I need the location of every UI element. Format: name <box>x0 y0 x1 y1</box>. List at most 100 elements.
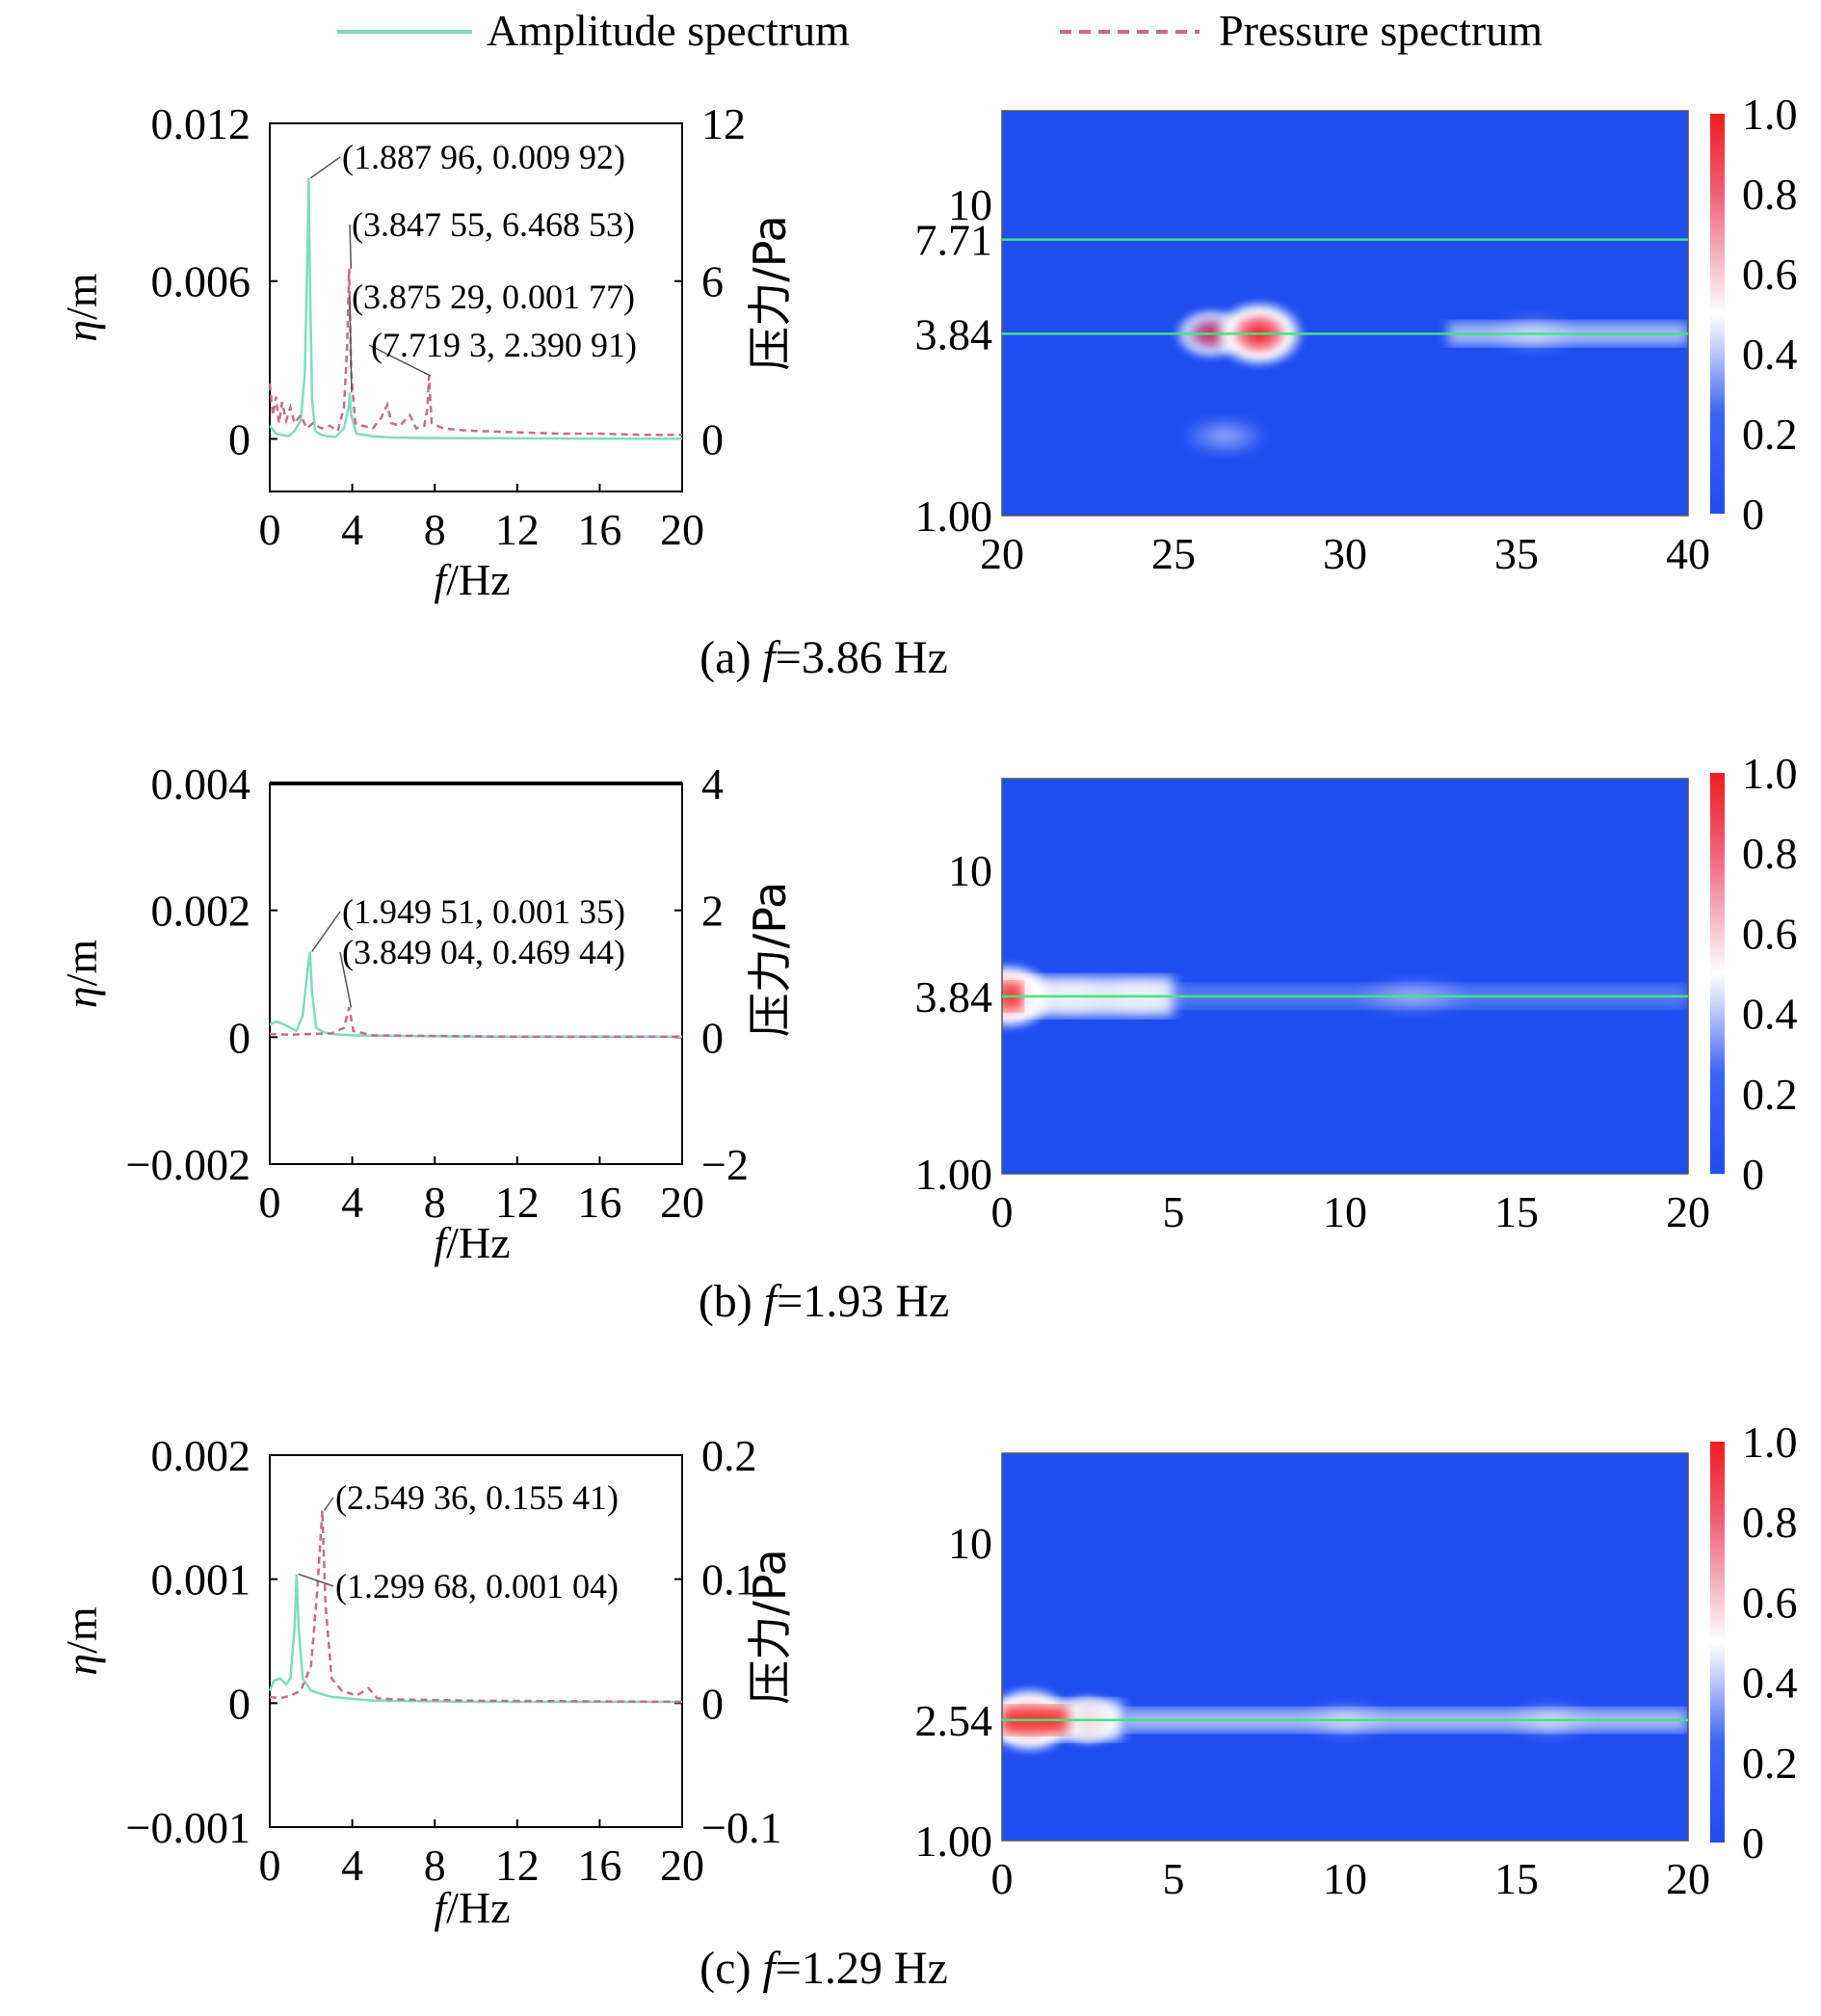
colorbar-tick-label: 0.2 <box>1742 1070 1798 1119</box>
pressure-series-line <box>268 268 682 437</box>
amplitude-series-line <box>268 1574 682 1704</box>
x-tick-label: 5 <box>1163 1187 1185 1236</box>
heatmap-b: 0 5 10 15 20 1.00 3.84 10 0 0.2 0.4 0.6 0.8 1.0 <box>915 749 1798 1236</box>
x-tick-label: 12 <box>495 1841 540 1890</box>
colorbar <box>1710 773 1725 1174</box>
colorbar-tick-label: 0 <box>1742 1818 1764 1868</box>
annotation-label: (1.949 51, 0.001 35) <box>342 892 625 931</box>
annotation-leader <box>339 951 353 1008</box>
y-tick-label-left: 0.012 <box>151 99 251 148</box>
y-tick-label-left: 0 <box>228 1679 251 1728</box>
pressure-series-line <box>269 1510 683 1704</box>
y-tick-label: 1.00 <box>915 1817 993 1866</box>
x-tick-label: 30 <box>1323 529 1367 578</box>
y-tick-label-left: 0.001 <box>151 1555 251 1605</box>
x-tick-label: 4 <box>341 1841 363 1890</box>
plot-frame <box>269 783 683 1165</box>
colorbar-tick-label: 1.0 <box>1742 1418 1798 1467</box>
y-axis-label-left: η/m <box>57 273 106 342</box>
x-tick-label: 10 <box>1323 1854 1367 1903</box>
annotation-label: (3.847 55, 6.468 53) <box>352 205 635 244</box>
y-tick-label: 10 <box>948 1519 992 1568</box>
annotation-label: (7.719 3, 2.390 91) <box>371 326 637 364</box>
x-tick-label: 20 <box>980 529 1024 578</box>
x-tick-label: 0 <box>259 505 281 554</box>
annotation-leader <box>349 296 353 393</box>
legend: Amplitude spectrum Pressure spectrum <box>337 6 1543 55</box>
y-tick-label-left: 0.006 <box>151 257 251 306</box>
x-tick-label: 4 <box>341 505 363 554</box>
colorbar-tick-label: 0.2 <box>1742 1738 1798 1788</box>
annotation-leader <box>298 1573 334 1587</box>
x-tick-label: 12 <box>495 1178 540 1227</box>
annotation-leader <box>323 1497 334 1511</box>
colorbar-tick-label: 0.8 <box>1742 1498 1798 1547</box>
annotation-label: (1.887 96, 0.009 92) <box>342 138 625 176</box>
colorbar-tick-label: 0.6 <box>1742 250 1798 299</box>
x-tick-label: 35 <box>1494 529 1539 578</box>
y-axis-label-right: 压力/Pa <box>744 1549 796 1704</box>
colorbar-tick-label: 0.4 <box>1742 1658 1798 1708</box>
y-tick-label: 10 <box>948 180 992 229</box>
colorbar <box>1710 1442 1725 1843</box>
x-tick-label: 8 <box>424 505 446 554</box>
colorbar-tick-label: 1.0 <box>1742 749 1798 798</box>
annotation-leader <box>349 224 353 269</box>
x-tick-label: 15 <box>1494 1187 1539 1236</box>
x-tick-label: 10 <box>1323 1187 1367 1236</box>
colorbar-tick-label: 0.4 <box>1742 990 1798 1039</box>
colorbar-tick-label: 0.6 <box>1742 1578 1798 1627</box>
y-tick-label-left: 0 <box>228 1013 251 1062</box>
y-tick-label: 1.00 <box>915 1150 993 1199</box>
annotation-label: (3.875 29, 0.001 77) <box>352 278 635 316</box>
heatmap-background <box>1002 1453 1688 1841</box>
plot-frame <box>269 1454 683 1828</box>
x-tick-label: 16 <box>577 1841 621 1890</box>
y-tick-label-right: 0 <box>701 414 724 464</box>
colorbar-tick-label: 0 <box>1742 490 1764 539</box>
y-tick-label-left: 0.002 <box>151 887 251 936</box>
y-tick-label: 3.84 <box>915 972 993 1021</box>
y-tick-label-right: −0.1 <box>701 1803 781 1852</box>
heatmap-frame <box>1001 110 1689 517</box>
panel-caption: (b) f=1.93 Hz <box>699 1276 949 1327</box>
heatmap-frame <box>1001 1452 1689 1842</box>
colorbar-tick-label: 0.6 <box>1742 909 1798 958</box>
x-tick-label: 20 <box>1666 1854 1710 1903</box>
y-tick-label-right: 4 <box>701 759 724 809</box>
x-tick-label: 25 <box>1151 529 1196 578</box>
x-tick-label: 20 <box>660 1178 704 1227</box>
x-tick-label: 40 <box>1666 529 1710 578</box>
y-tick-label: 7.71 <box>915 216 993 265</box>
heatmap-spot <box>1181 416 1269 456</box>
annotation-leader <box>368 344 432 377</box>
annotation-label: (3.849 04, 0.469 44) <box>342 933 625 971</box>
y-axis-label-right: 压力/Pa <box>744 215 796 370</box>
y-tick-label-right: 6 <box>701 257 724 306</box>
colorbar-tick-label: 0.8 <box>1742 170 1798 219</box>
y-axis-label-left: η/m <box>57 940 106 1009</box>
y-tick-label-left: −0.002 <box>126 1140 251 1189</box>
panel-caption: (a) f=3.86 Hz <box>699 632 948 683</box>
x-tick-label: 8 <box>424 1841 446 1890</box>
y-axis-label-right: 压力/Pa <box>744 882 796 1037</box>
pressure-series-line <box>269 1007 682 1038</box>
x-tick-label: 0 <box>259 1178 281 1227</box>
y-tick-label-left: −0.001 <box>126 1803 251 1852</box>
y-tick-label-right: 12 <box>701 99 746 148</box>
heatmap-c: 0 5 10 15 20 1.00 2.54 10 0 0.2 0.4 0.6 0.8 1.0 <box>915 1418 1798 1903</box>
line-chart-c: 0 4 8 12 16 20−0.00100.0010.002−0.100.10.2f/H… <box>57 1431 948 1994</box>
colorbar-tick-label: 1.0 <box>1742 90 1798 139</box>
x-axis-label: f/Hz <box>434 1883 510 1932</box>
x-tick-label: 20 <box>660 1841 704 1890</box>
x-tick-label: 16 <box>577 505 621 554</box>
x-axis-label: f/Hz <box>434 555 510 604</box>
y-tick-label-right: 0 <box>701 1679 724 1728</box>
annotation-label: (2.549 36, 0.155 41) <box>335 1478 619 1517</box>
x-tick-label: 16 <box>577 1178 621 1227</box>
x-tick-label: 12 <box>495 505 540 554</box>
legend-pressure-label: Pressure spectrum <box>1219 6 1543 55</box>
